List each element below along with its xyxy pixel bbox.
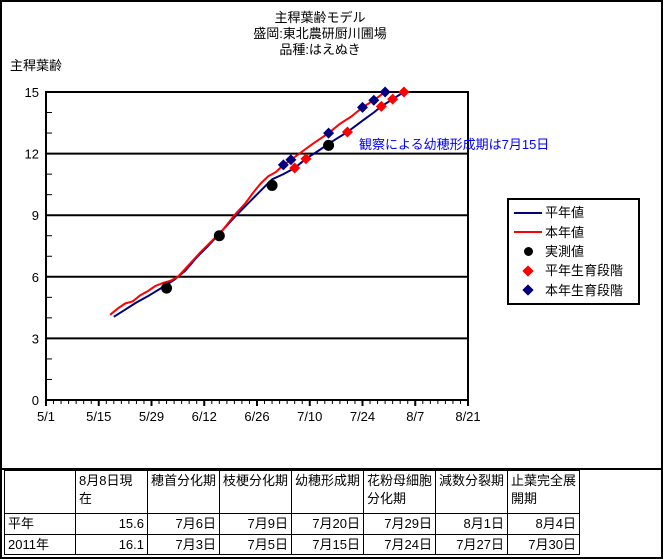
observed-points-marker bbox=[266, 179, 278, 191]
chart-title: 主稈葉齢モデル 盛岡:東北農研厨川圃場 品種:はえぬき bbox=[2, 10, 638, 58]
legend-item-this-year-stages: 本年生育段階 bbox=[511, 283, 636, 298]
table-top-divider bbox=[2, 468, 661, 470]
normal-year-stages-marker bbox=[300, 153, 312, 165]
table-header-cell[interactable] bbox=[4, 470, 76, 514]
table-cell[interactable]: 7月30日 bbox=[507, 533, 580, 556]
table-cell[interactable]: 7月27日 bbox=[435, 533, 508, 556]
normal-year-stages-marker bbox=[398, 86, 410, 98]
y-tick-label: 6 bbox=[32, 270, 39, 285]
table-cell[interactable]: 8月1日 bbox=[435, 513, 508, 535]
table-header-row: 8月8日現在 穂首分化期 枝梗分化期 幼穂形成期 花粉母細胞分化期 減数分裂期 止葉完全展開… bbox=[4, 470, 580, 514]
table-cell[interactable]: 15.6 bbox=[75, 513, 148, 535]
this-year-stages-marker bbox=[357, 101, 368, 113]
x-tick-label: 8/21 bbox=[455, 409, 480, 424]
table-cell[interactable]: 7月9日 bbox=[219, 513, 292, 535]
y-tick-label: 15 bbox=[25, 85, 39, 100]
legend: 平年値 本年値 実測値 平年生育段階 本年生育段階 bbox=[507, 198, 640, 305]
this-year-stages-marker bbox=[323, 127, 335, 139]
y-tick-label: 9 bbox=[32, 208, 39, 223]
chart-title-line3: 品種:はえぬき bbox=[279, 42, 361, 57]
this-year-stages-marker bbox=[277, 159, 289, 171]
normal-year-stages-marker bbox=[375, 100, 387, 112]
x-tick-label: 8/7 bbox=[406, 409, 424, 424]
normal-year-stages-marker bbox=[387, 93, 399, 105]
legend-label: 実測値 bbox=[545, 243, 585, 259]
x-tick-label: 7/10 bbox=[297, 409, 322, 424]
legend-label: 本年値 bbox=[545, 224, 585, 240]
table-header-cell[interactable]: 穂首分化期 bbox=[147, 470, 220, 514]
observed-points-marker bbox=[213, 230, 225, 242]
table-cell[interactable]: 7月29日 bbox=[363, 513, 436, 535]
x-tick-label: 6/26 bbox=[244, 409, 269, 424]
normal-year-line bbox=[113, 91, 405, 318]
table-cell[interactable]: 7月24日 bbox=[363, 533, 436, 556]
row-label-cell[interactable]: 平年 bbox=[4, 513, 76, 535]
navy-diamond-icon bbox=[511, 284, 545, 296]
legend-item-normal-year-line: 平年値 bbox=[511, 205, 636, 220]
table-cell[interactable]: 7月3日 bbox=[147, 533, 220, 556]
x-tick-label: 6/12 bbox=[192, 409, 217, 424]
legend-item-this-year-line: 本年値 bbox=[511, 225, 636, 240]
table-cell[interactable]: 16.1 bbox=[75, 533, 148, 556]
row-label-cell[interactable]: 2011年 bbox=[4, 533, 76, 556]
x-tick-label: 5/1 bbox=[37, 409, 55, 424]
table-cell[interactable]: 7月6日 bbox=[147, 513, 220, 535]
chart-title-line2: 盛岡:東北農研厨川圃場 bbox=[253, 26, 387, 41]
y-axis-title: 主稈葉齢 bbox=[10, 58, 63, 73]
table-cell[interactable]: 7月20日 bbox=[291, 513, 364, 535]
legend-item-normal-year-stages: 平年生育段階 bbox=[511, 263, 636, 278]
navy-line-icon bbox=[511, 211, 545, 214]
table-header-cell[interactable]: 減数分裂期 bbox=[435, 470, 508, 514]
x-tick-label: 5/29 bbox=[139, 409, 164, 424]
legend-item-observed: 実測値 bbox=[511, 244, 636, 259]
legend-label: 平年値 bbox=[545, 205, 585, 221]
black-dot-icon bbox=[511, 246, 545, 256]
table-cell[interactable]: 8月4日 bbox=[507, 513, 580, 535]
this-year-stages-marker bbox=[368, 94, 380, 106]
observed-points-marker bbox=[161, 282, 173, 294]
table-header-cell[interactable]: 止葉完全展開期 bbox=[507, 470, 580, 514]
table-row: 平年 15.6 7月6日 7月9日 7月20日 7月29日 8月1日 8月4日 bbox=[4, 513, 580, 535]
table-header-cell[interactable]: 8月8日現在 bbox=[75, 470, 148, 514]
observation-annotation: 観察による幼穂形成期は7月15日 bbox=[359, 137, 550, 152]
legend-label: 本年生育段階 bbox=[545, 282, 624, 298]
this-year-stages-marker bbox=[285, 154, 297, 166]
growth-stage-table: 8月8日現在 穂首分化期 枝梗分化期 幼穂形成期 花粉母細胞分化期 減数分裂期 止葉完全展開… bbox=[4, 470, 580, 556]
table-cell[interactable]: 7月15日 bbox=[291, 533, 364, 556]
normal-year-stages-marker bbox=[289, 162, 301, 174]
x-tick-label: 5/15 bbox=[86, 409, 111, 424]
y-tick-label: 12 bbox=[25, 147, 39, 162]
table-cell[interactable]: 7月5日 bbox=[219, 533, 292, 556]
observed-points-marker bbox=[323, 139, 335, 151]
y-tick-label: 3 bbox=[32, 331, 39, 346]
table-header-cell[interactable]: 幼穂形成期 bbox=[291, 470, 364, 514]
plot-area[interactable]: 0 3 6 9 12 15 5/1 5/15 5/29 6/12 6/26 7/10 7/24 8/7 8/… bbox=[2, 2, 663, 462]
this-year-stages-marker bbox=[379, 86, 391, 98]
red-line-icon bbox=[511, 231, 545, 234]
y-tick-label: 0 bbox=[32, 393, 39, 408]
table-header-cell[interactable]: 花粉母細胞分化期 bbox=[363, 470, 436, 514]
table-header-cell[interactable]: 枝梗分化期 bbox=[219, 470, 292, 514]
chart-title-line1: 主稈葉齢モデル bbox=[274, 10, 366, 25]
legend-label: 平年生育段階 bbox=[545, 263, 624, 279]
red-diamond-icon bbox=[511, 265, 545, 277]
table-row: 2011年 16.1 7月3日 7月5日 7月15日 7月24日 7月27日 7月30日 bbox=[4, 533, 580, 556]
x-tick-label: 7/24 bbox=[350, 409, 375, 424]
